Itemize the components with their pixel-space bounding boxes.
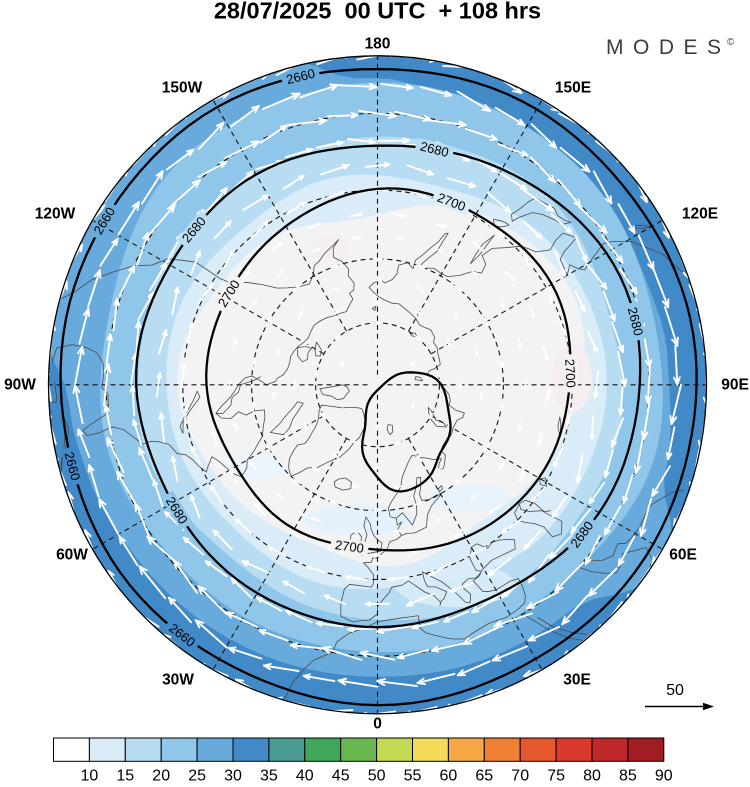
svg-text:90W: 90W	[4, 377, 36, 394]
svg-text:150E: 150E	[555, 80, 591, 97]
svg-text:70: 70	[511, 767, 529, 782]
svg-text:80: 80	[583, 767, 601, 782]
svg-text:0: 0	[373, 716, 382, 733]
svg-text:20: 20	[152, 767, 170, 782]
svg-text:30: 30	[224, 767, 242, 782]
svg-text:65: 65	[475, 767, 493, 782]
svg-text:60W: 60W	[56, 547, 88, 564]
svg-text:90E: 90E	[721, 377, 749, 394]
svg-text:55: 55	[404, 767, 422, 782]
svg-text:2700: 2700	[562, 358, 578, 388]
svg-text:120W: 120W	[35, 206, 76, 223]
svg-text:©: ©	[727, 37, 735, 48]
svg-text:30W: 30W	[162, 672, 194, 689]
svg-text:90: 90	[655, 767, 673, 782]
svg-text:150W: 150W	[162, 80, 203, 97]
svg-text:45: 45	[332, 767, 350, 782]
svg-text:25: 25	[188, 767, 206, 782]
svg-text:120E: 120E	[682, 206, 718, 223]
svg-text:15: 15	[116, 767, 134, 782]
svg-text:40: 40	[296, 767, 314, 782]
svg-text:75: 75	[547, 767, 565, 782]
svg-text:10: 10	[81, 767, 99, 782]
svg-text:30E: 30E	[563, 672, 591, 689]
svg-text:85: 85	[619, 767, 637, 782]
svg-text:180: 180	[365, 36, 391, 53]
svg-text:35: 35	[260, 767, 278, 782]
svg-text:60: 60	[440, 767, 458, 782]
svg-text:60E: 60E	[669, 547, 697, 564]
svg-text:MODES: MODES	[606, 36, 731, 59]
svg-text:50: 50	[368, 767, 386, 782]
svg-text:50: 50	[666, 682, 684, 699]
svg-text:28/07/2025 00 UTC + 108 hrs: 28/07/2025 00 UTC + 108 hrs	[214, 0, 541, 24]
